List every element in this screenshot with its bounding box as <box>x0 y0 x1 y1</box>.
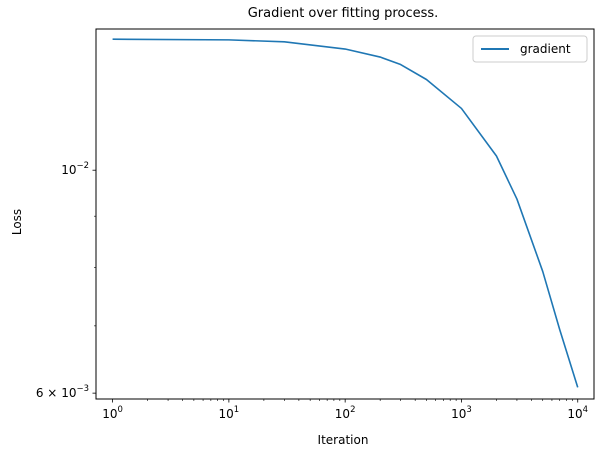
x-axis-label: Iteration <box>318 433 369 447</box>
y-axis-label: Loss <box>10 209 24 235</box>
x-tick-label: 103 <box>451 405 472 421</box>
y-tick-label: 6 × 10−3 <box>36 384 89 400</box>
y-axis: 10−2 6 × 10−3 <box>36 161 96 400</box>
chart-title: Gradient over fitting process. <box>248 6 439 21</box>
y-tick-label: 10−2 <box>61 161 89 177</box>
legend: gradient <box>472 35 588 63</box>
x-tick-label: 100 <box>102 405 123 421</box>
plot-area <box>112 38 579 388</box>
series-line-gradient <box>112 38 579 388</box>
x-tick-label: 104 <box>567 405 588 421</box>
x-axis: 100 101 102 103 104 <box>102 399 588 421</box>
legend-label: gradient <box>520 42 571 56</box>
plot-frame <box>95 28 595 400</box>
x-tick-label: 102 <box>335 405 356 421</box>
x-tick-label: 101 <box>219 405 240 421</box>
legend-frame <box>472 35 588 63</box>
